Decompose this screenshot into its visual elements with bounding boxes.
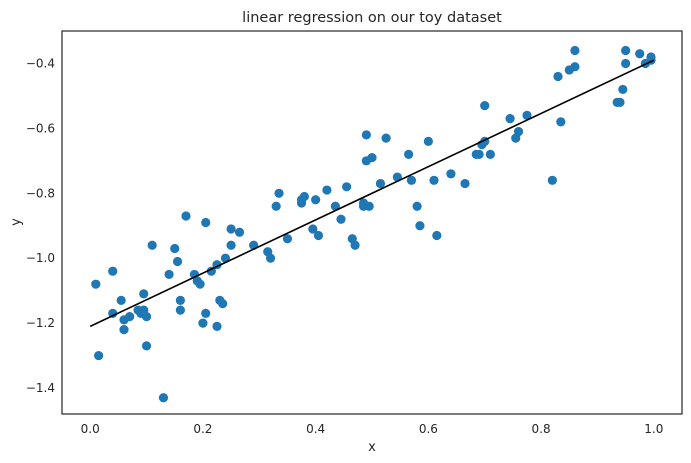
scatter-point [220, 253, 231, 263]
scatter-point [91, 279, 101, 289]
scatter-point [299, 191, 309, 202]
plot-area [89, 45, 656, 403]
y-tick-label: −0.4 [26, 56, 55, 70]
y-tick-label: −0.6 [26, 121, 55, 135]
scatter-point [412, 201, 422, 211]
scatter-point [505, 114, 515, 124]
scatter-point [108, 308, 118, 318]
scatter-point [198, 318, 208, 328]
scatter-point [485, 149, 495, 159]
chart-title: linear regression on our toy dataset [242, 10, 502, 26]
x-axis-label: x [368, 440, 376, 455]
scatter-point [553, 71, 563, 82]
scatter-point [646, 52, 656, 62]
x-tick-label: 0.6 [419, 422, 438, 436]
scatter-point [381, 133, 391, 143]
axis-ticks: 0.0 0.2 0.4 0.6 0.8 1.0 −1.4 −1.2 −1.0 −0.8 −0.6 −0… [26, 56, 664, 436]
scatter-point [406, 175, 417, 185]
x-tick-label: 0.0 [81, 422, 100, 436]
y-tick-label: −1.4 [26, 381, 55, 395]
x-tick-label: 0.4 [306, 422, 325, 436]
scatter-point [141, 341, 152, 351]
scatter-point [313, 230, 324, 241]
y-axis-label: y [9, 218, 24, 226]
scatter-point [195, 279, 205, 289]
scatter-point [175, 295, 185, 305]
scatter-point [181, 211, 191, 221]
plot-frame [61, 30, 683, 415]
scatter-point [446, 169, 456, 179]
scatter-point [460, 178, 470, 189]
scatter-point [375, 178, 386, 189]
scatter-point [226, 240, 236, 250]
scatter-point [621, 58, 631, 69]
scatter-point [432, 230, 442, 241]
scatter-point [350, 240, 360, 250]
scatter-point [404, 149, 414, 159]
scatter-point [147, 240, 157, 250]
scatter-point [547, 175, 557, 185]
scatter-point [330, 201, 340, 211]
scatter-point [308, 224, 318, 234]
scatter-point [322, 185, 332, 195]
regression-line [89, 59, 655, 328]
scatter-point [367, 152, 377, 163]
x-tick-label: 1.0 [644, 422, 663, 436]
scatter-point [513, 127, 524, 137]
y-tick-label: −0.8 [26, 186, 55, 200]
scatter-point [116, 295, 126, 305]
scatter-point [201, 308, 211, 318]
x-tick-label: 0.8 [532, 422, 551, 436]
scatter-point [172, 256, 183, 267]
scatter-point [108, 266, 118, 276]
scatter-point [125, 312, 135, 322]
scatter-point [336, 214, 346, 224]
scatter-point [226, 224, 236, 234]
scatter-point [141, 312, 152, 322]
scatter-point [164, 269, 174, 280]
scatter-point [364, 201, 374, 211]
scatter-point [311, 195, 321, 205]
scatter-point [423, 136, 433, 146]
scatter-point [274, 188, 284, 198]
scatter-point [618, 84, 628, 95]
scatter-point [570, 45, 580, 56]
scatter-point [522, 110, 532, 120]
scatter-point [474, 149, 484, 159]
scatter-point [570, 62, 580, 72]
scatter-point [429, 175, 439, 185]
scatter-point [218, 299, 228, 309]
scatter-point [415, 221, 425, 231]
scatter-point [175, 305, 185, 315]
scatter-point [342, 182, 352, 192]
scatter-point [282, 234, 293, 244]
scatter-point [265, 253, 276, 263]
y-tick-label: −1.0 [26, 251, 55, 265]
scatter-point [271, 201, 281, 211]
scatter-point [158, 393, 169, 403]
x-tick-label: 0.2 [193, 422, 212, 436]
y-tick-label: −1.2 [26, 316, 55, 330]
scatter-point [615, 97, 625, 108]
scatter-point [556, 117, 566, 127]
scatter-point [119, 325, 129, 335]
scatter-point [234, 227, 245, 237]
scatter-point [361, 130, 371, 140]
scatter-point [170, 243, 180, 254]
scatter-point [94, 350, 104, 361]
scatter-point [480, 101, 490, 111]
scatter-point [635, 49, 645, 59]
scatter-point [621, 45, 631, 56]
scatter-point [212, 321, 222, 331]
scatter-point [139, 289, 149, 299]
scatter-point [201, 217, 211, 228]
